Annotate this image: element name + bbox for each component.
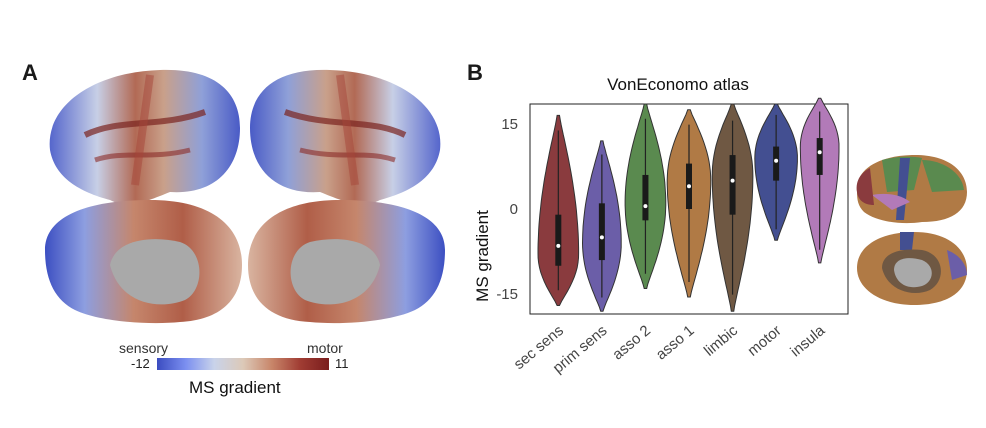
y-axis-label: MS gradient <box>473 210 492 302</box>
violins <box>537 97 840 312</box>
atlas-surface-maps <box>856 154 967 305</box>
colorbar-high-word: motor <box>307 340 343 356</box>
y-ticks: 15 0 -15 <box>496 116 518 303</box>
y-tick-label: -15 <box>496 286 518 303</box>
violin-median-point <box>817 150 822 155</box>
plot-frame <box>529 103 849 315</box>
violin-iqr-box <box>816 138 823 175</box>
x-tick-label: insula <box>787 322 828 361</box>
chart-title: VonEconomo atlas <box>607 75 749 94</box>
panel-label-a: A <box>22 60 38 85</box>
y-tick-label: 15 <box>501 116 518 133</box>
right-medial-surface <box>248 200 445 324</box>
x-tick-label: motor <box>744 322 784 360</box>
violin-iqr-box <box>729 155 736 215</box>
violin-chart: VonEconomo atlas MS gradient 15 0 -15 sec … <box>473 75 849 377</box>
violin-iqr-box <box>773 146 780 181</box>
y-tick-label: 0 <box>510 201 518 218</box>
atlas-lateral-surface <box>856 154 967 224</box>
cortical-surface-maps <box>45 69 445 324</box>
panel-label-b: B <box>467 60 483 85</box>
violin-median-point <box>643 204 648 209</box>
colorbar-gradient <box>157 358 329 370</box>
x-tick-label: asso 2 <box>609 322 654 363</box>
colorbar: sensory motor -12 11 MS gradient <box>119 340 364 410</box>
colorbar-min: -12 <box>131 356 150 371</box>
right-lateral-surface <box>250 69 441 205</box>
colorbar-low-word: sensory <box>119 340 169 356</box>
violin-median-point <box>730 178 735 183</box>
left-lateral-surface <box>49 69 240 205</box>
atlas-medial-surface <box>857 232 967 305</box>
left-medial-surface <box>45 200 242 324</box>
x-tick-label: asso 1 <box>653 322 698 363</box>
violin-iqr-box <box>642 174 649 221</box>
violin-median-point <box>556 243 561 248</box>
x-tick-label: limbic <box>701 322 742 360</box>
colorbar-title: MS gradient <box>189 378 281 397</box>
violin-median-point <box>774 158 779 163</box>
violin-median-point <box>687 184 691 189</box>
colorbar-max: 11 <box>335 356 349 371</box>
violin-iqr-box <box>555 214 562 266</box>
violin-iqr-box <box>598 203 605 261</box>
violin-median-point <box>599 235 604 240</box>
